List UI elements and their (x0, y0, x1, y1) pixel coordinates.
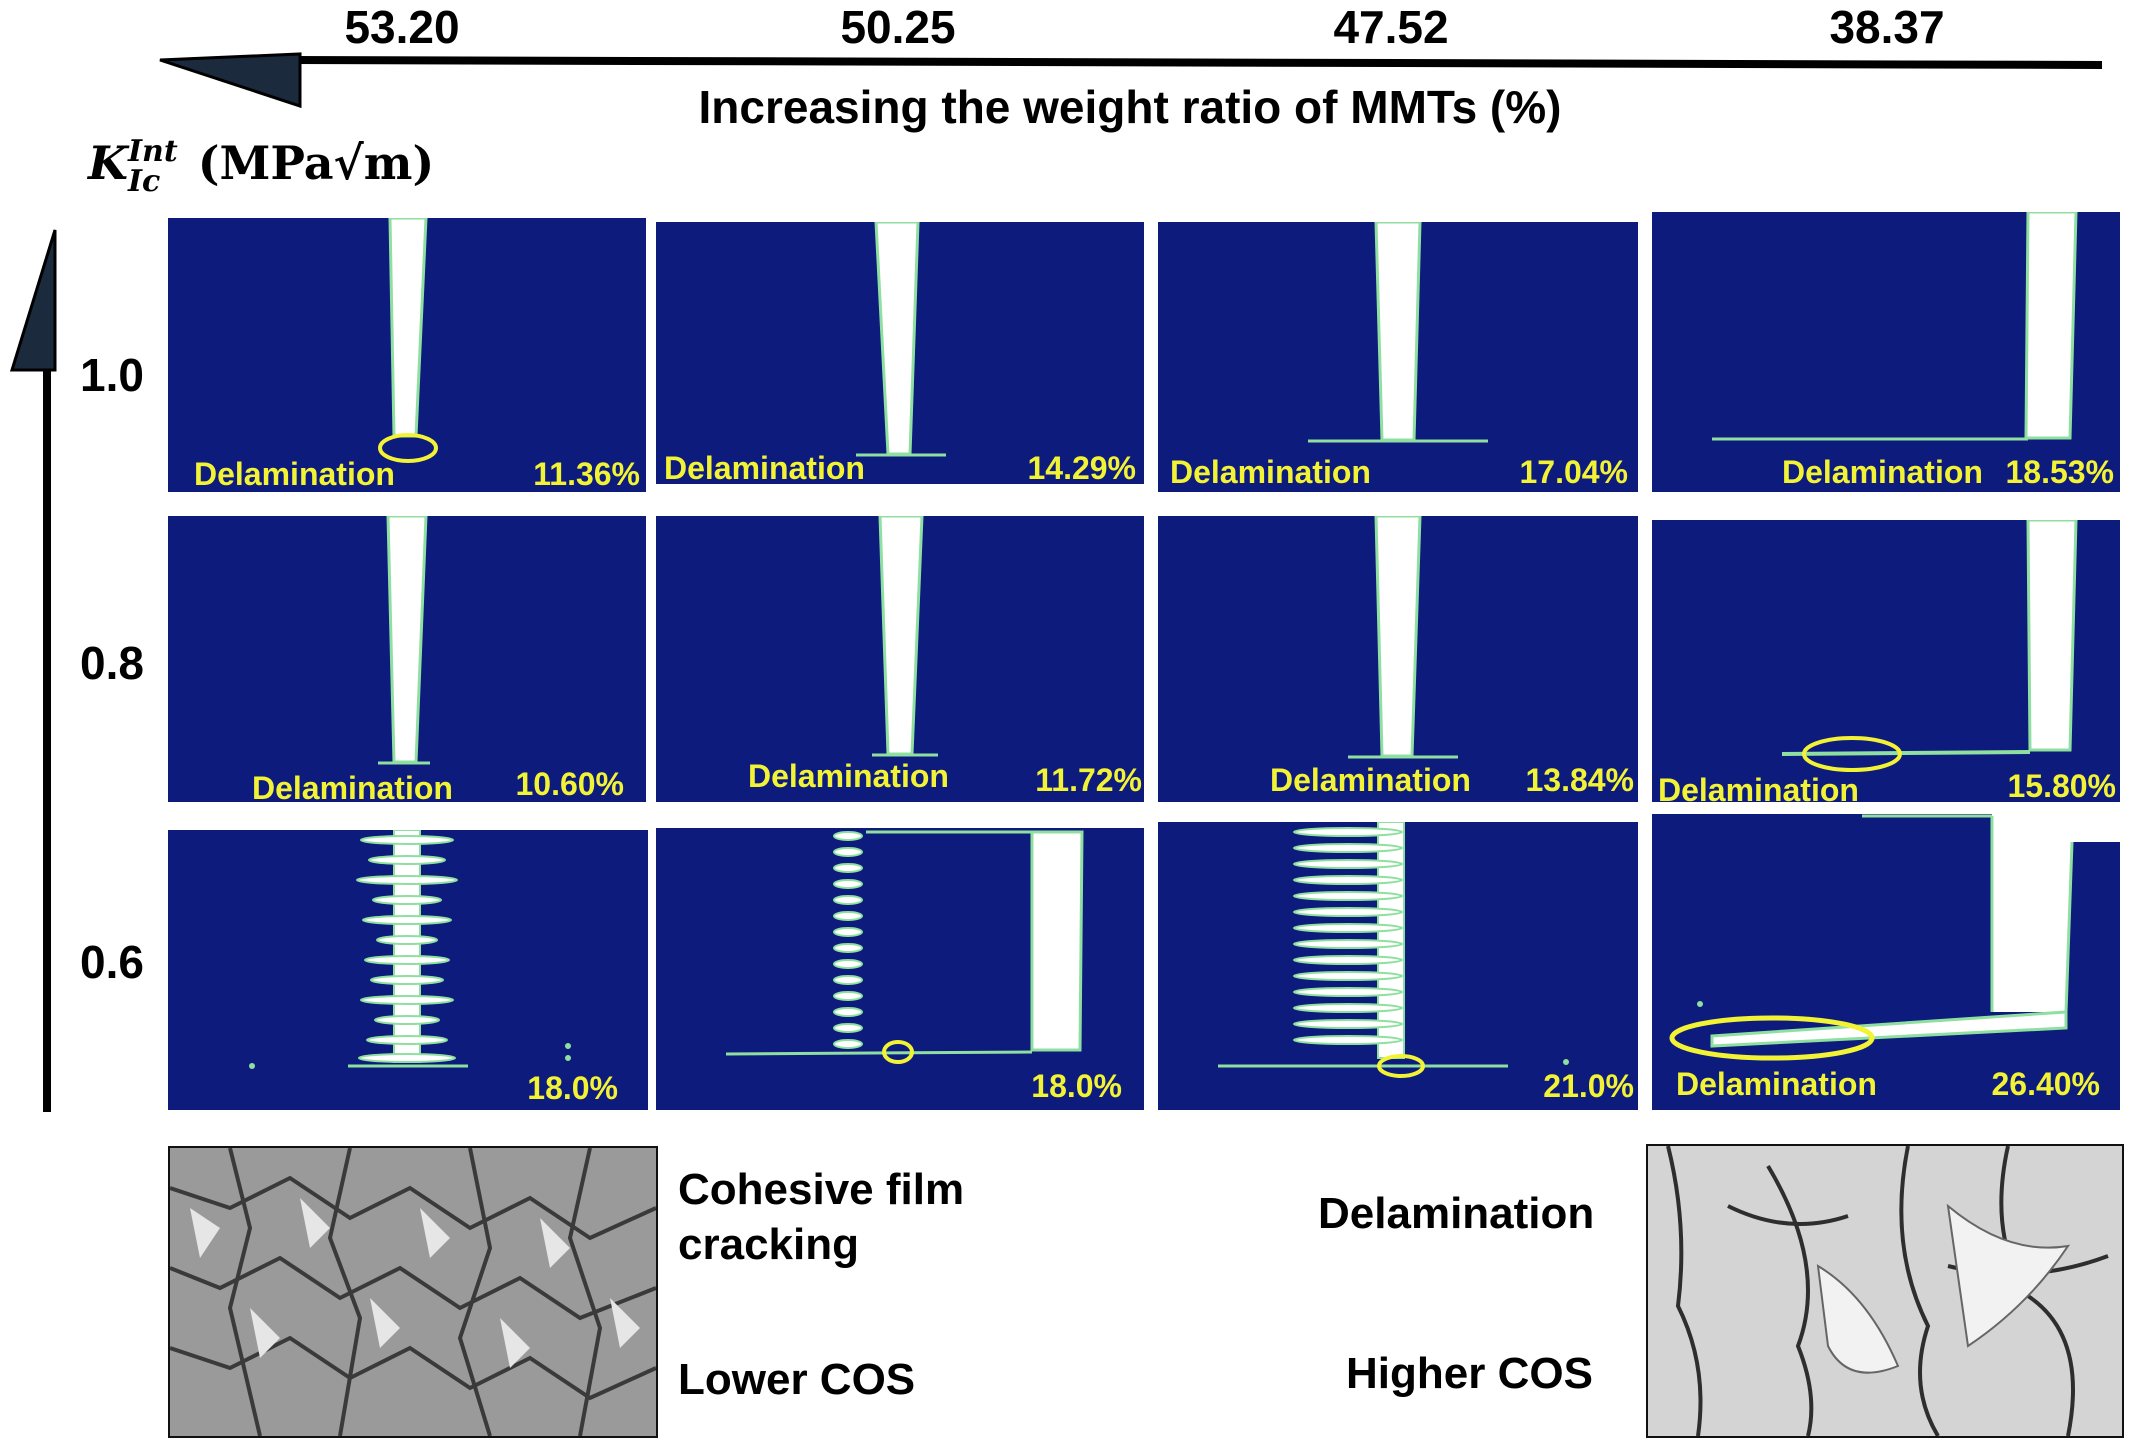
kic-subscript: Ic (127, 164, 161, 199)
row-value-1: 1.0 (80, 349, 144, 401)
micrograph-delamination (1646, 1144, 2124, 1438)
simulation-panel: 18.0% (168, 830, 648, 1110)
panel-label: Delamination (1676, 1066, 1877, 1102)
crack-shape (1669, 814, 2120, 1061)
simulation-panel: Delamination 26.40% (1652, 814, 2120, 1110)
simulation-panel: Delamination 18.53% (1652, 212, 2120, 492)
panel-label: Delamination (252, 770, 453, 802)
simulation-panel: Delamination 17.04% (1158, 222, 1638, 492)
top-axis-title: Increasing the weight ratio of MMTs (%) (698, 81, 1562, 133)
panel-label: Delamination (748, 758, 949, 794)
crack-shape (1781, 520, 2078, 772)
lower-cos-text: Lower COS (678, 1355, 916, 1404)
simulation-panel: Delamination 13.84% (1158, 516, 1638, 802)
left-axis-arrow (9, 229, 57, 1112)
panel-percent: 15.80% (2007, 768, 2116, 802)
panel-label: Delamination (1782, 454, 1983, 490)
panel-label: Delamination (664, 450, 865, 484)
column-value-2: 50.25 (840, 1, 956, 53)
row-value-3: 0.6 (80, 936, 144, 988)
micrograph-image (170, 1148, 656, 1436)
simulation-panel: Delamination 14.29% (656, 222, 1144, 484)
kic-unit: (MPa√m) (197, 136, 435, 190)
delamination-text: Delamination (1318, 1189, 1595, 1238)
cohesive-cracking-line-1: Cohesive film (678, 1165, 965, 1214)
micrograph-cohesive-cracking (168, 1146, 658, 1438)
panel-percent: 18.53% (2005, 454, 2114, 490)
crack-shape (856, 222, 946, 457)
higher-cos-text: Higher COS (1346, 1349, 1593, 1398)
panel-percent: 26.40% (1991, 1066, 2100, 1102)
panel-label: Delamination (1170, 454, 1371, 490)
column-value-4: 38.37 (1829, 1, 1945, 53)
column-value-3: 47.52 (1333, 1, 1449, 53)
panel-label: Delamination (194, 456, 395, 492)
crack-shape (378, 218, 438, 463)
panel-percent: 18.0% (527, 1070, 618, 1106)
panel-percent: 17.04% (1519, 454, 1628, 490)
simulation-panel: Delamination 11.72% (656, 516, 1144, 802)
top-axis-arrow (159, 52, 2103, 109)
panel-percent: 11.72% (1035, 762, 1142, 798)
panel-label: Delamination (1658, 772, 1859, 802)
panel-percent: 21.0% (1543, 1068, 1634, 1104)
simulation-panel: 18.0% (656, 828, 1144, 1110)
crack-shape (249, 830, 571, 1069)
cohesive-cracking-text: Cohesive film cracking (678, 1162, 964, 1272)
kic-superscript: Int (127, 134, 178, 169)
crack-shape (1712, 212, 2078, 441)
kic-symbol: K (88, 136, 128, 190)
panel-percent: 14.29% (1027, 450, 1136, 484)
panel-label: Delamination (1270, 762, 1471, 798)
kic-axis-label: K Int Ic (MPa√m) (88, 136, 434, 197)
crack-shape (378, 516, 430, 765)
column-value-1: 53.20 (344, 1, 460, 53)
simulation-panel: Delamination 11.36% (168, 218, 646, 492)
panel-percent: 10.60% (515, 766, 624, 802)
simulation-panel: Delamination 10.60% (168, 516, 646, 802)
panel-percent: 11.36% (533, 456, 640, 492)
crack-shape (1348, 516, 1458, 759)
cohesive-cracking-line-2: cracking (678, 1220, 859, 1269)
panel-percent: 18.0% (1031, 1068, 1122, 1104)
crack-shape (725, 830, 1084, 1064)
row-value-2: 0.8 (80, 637, 144, 689)
crack-shape (1218, 822, 1569, 1078)
simulation-panel: 21.0% (1158, 822, 1638, 1110)
simulation-panel: Delamination 15.80% (1652, 520, 2120, 802)
panel-percent: 13.84% (1525, 762, 1634, 798)
crack-shape (1308, 222, 1488, 443)
micrograph-image (1648, 1146, 2122, 1436)
crack-shape (872, 516, 938, 757)
